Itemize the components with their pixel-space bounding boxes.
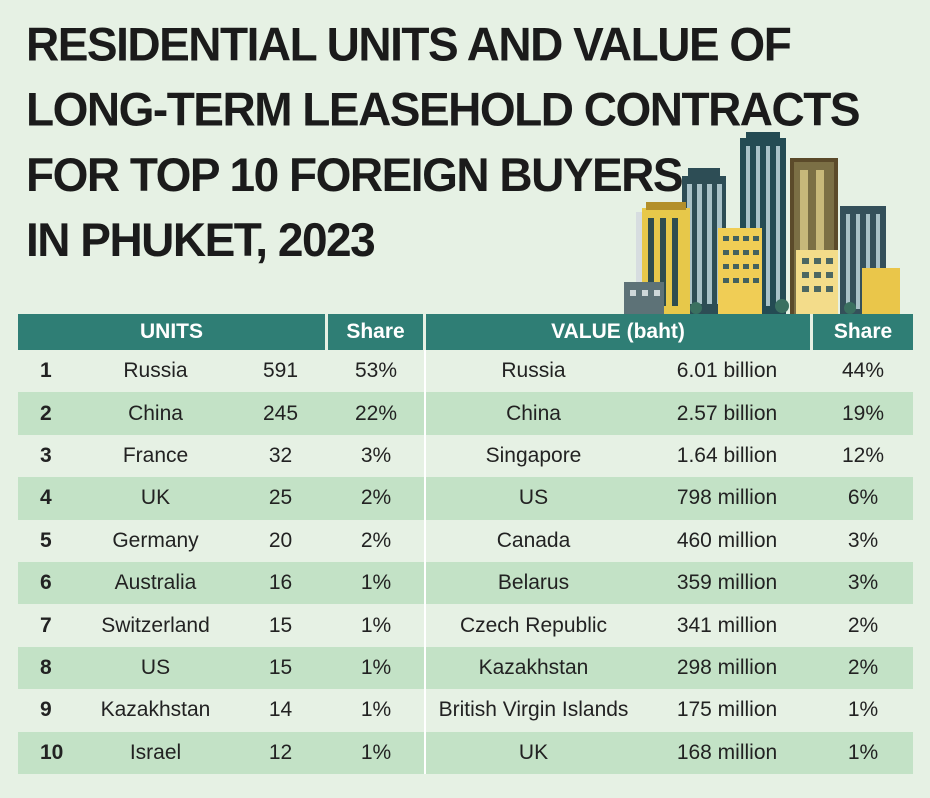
table-row: 8 US 15 1% Kazakhstan 298 million 2%: [18, 646, 914, 690]
units-count-cell: 16: [233, 561, 328, 605]
units-country-cell: China: [78, 392, 233, 435]
units-count-cell: 15: [233, 646, 328, 690]
units-country-cell: Kazakhstan: [100, 698, 211, 722]
data-table: UNITS Share VALUE (baht) Share 1 Russia 59…: [18, 314, 914, 774]
rank-cell: 7: [40, 613, 52, 637]
value-share-cell: 44%: [842, 359, 885, 383]
units-share-cell: 1%: [328, 604, 426, 647]
header-value: VALUE (baht): [426, 314, 814, 350]
units-country-cell: Germany: [112, 528, 199, 552]
units-country-cell: US: [78, 646, 233, 690]
value-share-cell: 19%: [813, 392, 914, 435]
value-country-cell: China: [426, 392, 641, 435]
rank-cell: 6: [18, 561, 78, 605]
rank-cell: 4: [18, 477, 78, 520]
value-amount-cell: 798 million: [641, 477, 814, 520]
table-row: 6 Australia 16 1% Belarus 359 million 3%: [18, 561, 914, 605]
value-country-cell: Belarus: [426, 561, 641, 605]
units-share-cell: 1%: [328, 731, 426, 774]
units-share-cell: 2%: [328, 519, 426, 562]
city-skyline-icon: [622, 132, 912, 318]
value-share-cell: 1%: [847, 698, 879, 722]
units-country-cell: Australia: [78, 561, 233, 605]
units-country-cell: Russia: [123, 359, 188, 383]
value-amount-cell: 1.64 billion: [676, 443, 778, 467]
value-amount-cell: 168 million: [641, 731, 814, 774]
units-country-cell: Switzerland: [101, 613, 210, 637]
rank-cell: 3: [40, 443, 52, 467]
value-amount-cell: 359 million: [641, 561, 814, 605]
units-count-cell: 245: [233, 392, 328, 435]
value-country-cell: Czech Republic: [459, 613, 608, 637]
units-count-cell: 14: [268, 698, 293, 722]
units-share-cell: 2%: [328, 477, 426, 520]
value-share-cell: 2%: [847, 613, 879, 637]
rank-cell: 1: [40, 359, 52, 383]
header-units-share: Share: [328, 314, 426, 350]
units-share-cell: 22%: [328, 392, 426, 435]
value-amount-cell: 298 million: [641, 646, 814, 690]
value-country-cell: Kazakhstan: [426, 646, 641, 690]
value-share-cell: 12%: [842, 443, 885, 467]
units-count-cell: 32: [268, 443, 293, 467]
value-share-cell: 2%: [813, 646, 914, 690]
table-row: 10 Israel 12 1% UK 168 million 1%: [18, 731, 914, 774]
units-share-cell: 1%: [328, 646, 426, 690]
value-share-cell: 1%: [813, 731, 914, 774]
value-share-cell: 6%: [813, 477, 914, 520]
units-country-cell: France: [122, 443, 189, 467]
rank-cell: 2: [18, 392, 78, 435]
table-row: 1 Russia 591 53% Russia 6.01 billion 44%: [18, 350, 913, 393]
value-country-cell: British Virgin Islands: [438, 698, 629, 722]
units-share-cell: 3%: [328, 434, 426, 478]
title-line: LONG-TERM LEASEHOLD CONTRACTS: [26, 82, 861, 136]
rank-cell: 5: [40, 528, 52, 552]
units-count-cell: 12: [233, 731, 328, 774]
table-row: 3 France 32 3% Singapore 1.64 billion 12%: [18, 434, 913, 478]
table-row: 5 Germany 20 2% Canada 460 million 3%: [18, 519, 913, 562]
value-amount-cell: 6.01 billion: [676, 359, 778, 383]
rank-cell: 9: [40, 698, 52, 722]
units-count-cell: 20: [268, 528, 293, 552]
table-row: 4 UK 25 2% US 798 million 6%: [18, 477, 914, 520]
title-line: FOR TOP 10 FOREIGN BUYERS: [26, 148, 684, 202]
value-amount-cell: 175 million: [676, 698, 778, 722]
value-country-cell: Russia: [501, 359, 566, 383]
table-row: 7 Switzerland 15 1% Czech Republic 341 millio…: [18, 604, 913, 647]
header-units: UNITS: [18, 314, 328, 350]
units-count-cell: 25: [233, 477, 328, 520]
value-share-cell: 3%: [813, 561, 914, 605]
table-row: 9 Kazakhstan 14 1% British Virgin Islands 175…: [18, 689, 913, 732]
table-row: 2 China 245 22% China 2.57 billion 19%: [18, 392, 914, 435]
value-country-cell: Singapore: [485, 443, 582, 467]
value-amount-cell: 341 million: [676, 613, 778, 637]
table-header-row: UNITS Share VALUE (baht) Share: [18, 314, 914, 350]
header-value-share: Share: [813, 314, 914, 350]
value-country-cell: UK: [426, 731, 641, 774]
units-share-cell: 1%: [328, 561, 426, 605]
units-country-cell: Israel: [78, 731, 233, 774]
units-count-cell: 15: [268, 613, 293, 637]
title-line: IN PHUKET, 2023: [26, 213, 376, 267]
units-country-cell: UK: [78, 477, 233, 520]
units-count-cell: 591: [262, 359, 299, 383]
page-title: RESIDENTIAL UNITS AND VALUE OF LONG-TERM…: [26, 11, 861, 272]
value-share-cell: 3%: [847, 528, 879, 552]
value-country-cell: US: [426, 477, 641, 520]
value-amount-cell: 2.57 billion: [641, 392, 814, 435]
rank-cell: 8: [18, 646, 78, 690]
units-share-cell: 53%: [328, 350, 426, 393]
value-country-cell: Canada: [496, 528, 571, 552]
title-line: RESIDENTIAL UNITS AND VALUE OF: [26, 17, 792, 71]
units-share-cell: 1%: [328, 689, 426, 732]
value-amount-cell: 460 million: [676, 528, 778, 552]
rank-cell: 10: [18, 731, 78, 774]
